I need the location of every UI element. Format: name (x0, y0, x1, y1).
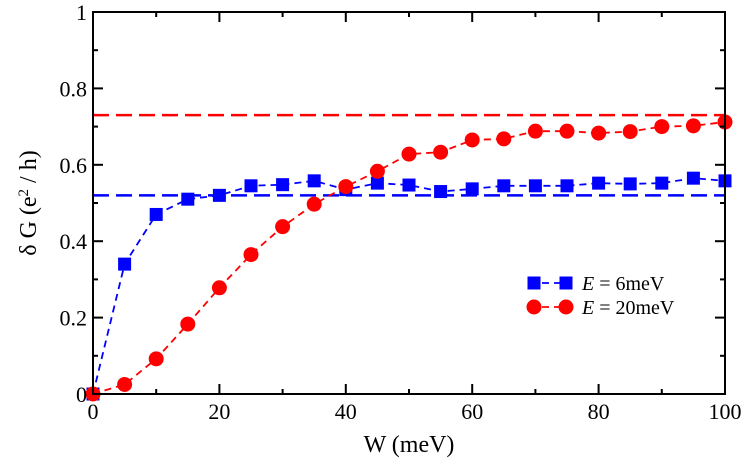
data-point (338, 179, 354, 195)
data-point (560, 179, 574, 193)
data-point (655, 176, 669, 190)
series-1 (86, 171, 732, 401)
data-point (181, 192, 195, 206)
legend-label-rest: = 20meV (594, 297, 675, 319)
x-tick-label: 0 (88, 399, 99, 424)
x-tick-label: 40 (335, 399, 357, 424)
data-point (686, 171, 700, 185)
data-point (180, 316, 196, 332)
data-point (434, 185, 448, 199)
data-point (497, 179, 511, 193)
data-point (623, 177, 637, 191)
data-point (244, 179, 258, 193)
data-point (527, 123, 543, 139)
data-point (465, 182, 479, 196)
x-tick-label: 20 (208, 399, 230, 424)
y-axis-title-prefix: δ G (e (16, 196, 42, 255)
data-point (275, 219, 291, 235)
legend-label: E = 6meV (581, 273, 665, 295)
y-axis-title-superscript: 2 (16, 189, 32, 197)
y-axis-title-suffix: / h) (16, 150, 42, 189)
data-point (118, 257, 132, 271)
data-point (559, 123, 575, 139)
data-point (528, 179, 542, 193)
series-layer (85, 114, 733, 402)
series-line (92, 177, 726, 395)
legend-label: E = 20meV (581, 297, 675, 319)
x-tick-label: 100 (709, 399, 742, 424)
legend-marker (558, 299, 574, 315)
data-point (148, 351, 164, 367)
y-tick-label: 0.6 (60, 153, 88, 178)
y-tick-labels: 0 0.2 0.4 0.6 0.8 1 (60, 0, 88, 407)
axis-ticks (92, 11, 726, 395)
data-point (149, 207, 163, 221)
data-point (212, 188, 226, 202)
data-point (243, 247, 259, 263)
data-point (464, 132, 480, 148)
x-tick-label: 60 (461, 399, 483, 424)
y-axis-title: δ G (e2 / h) (16, 150, 42, 255)
y-tick-label: 0.2 (60, 306, 88, 331)
data-point (369, 163, 385, 179)
y-tick-label: 0 (76, 382, 87, 407)
y-tick-label: 1 (76, 0, 87, 25)
data-point (433, 144, 449, 160)
legend-item: E = 20meV (526, 297, 675, 319)
legend-label-rest: = 6meV (594, 273, 665, 295)
data-point (307, 174, 321, 188)
data-point (592, 176, 606, 190)
x-tick-labels: 0 20 40 60 80 100 (88, 399, 742, 424)
data-point (402, 178, 416, 192)
data-point (306, 196, 322, 212)
legend-item: E = 6meV (527, 273, 665, 295)
data-point (401, 146, 417, 162)
legend-marker (527, 276, 541, 290)
data-point (117, 376, 133, 392)
data-point (591, 125, 607, 141)
data-point (654, 119, 670, 135)
data-point (496, 131, 512, 147)
data-point (370, 176, 384, 190)
data-point (685, 118, 701, 134)
series-2 (85, 114, 733, 402)
data-point (211, 280, 227, 296)
data-point (622, 124, 638, 140)
x-tick-label: 80 (588, 399, 610, 424)
legend-label-italic: E (581, 273, 594, 295)
legend-marker (526, 299, 542, 315)
legend-label-italic: E (581, 297, 594, 319)
y-tick-label: 0.8 (60, 76, 88, 101)
y-tick-label: 0.4 (60, 229, 88, 254)
x-axis-title: W (meV) (364, 432, 455, 458)
series-line (92, 121, 726, 395)
data-point (276, 178, 290, 192)
legend-marker (559, 276, 573, 290)
reference-lines (93, 113, 725, 197)
